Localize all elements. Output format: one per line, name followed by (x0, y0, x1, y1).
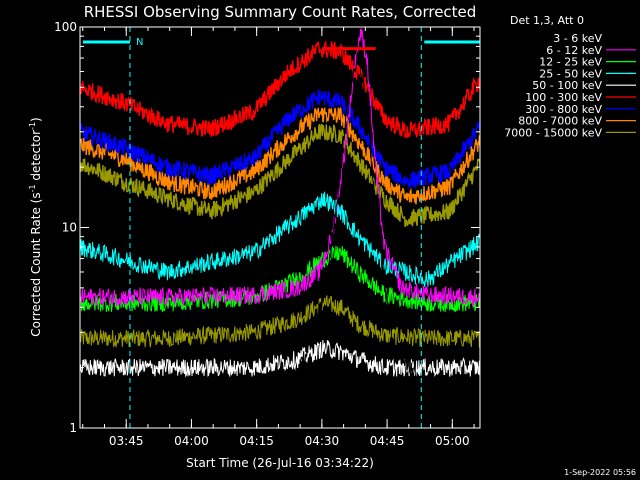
chart-title: RHESSI Observing Summary Count Rates, Co… (84, 3, 477, 21)
series-line-1 (80, 28, 480, 307)
y-axis-label-end: ) (29, 117, 43, 122)
y-axis-label-sup2: -1 (28, 122, 37, 130)
series-line-4 (80, 339, 480, 378)
y-tick-label-2: 1 (69, 421, 77, 435)
legend-label-5: 100 - 300 keV (525, 91, 602, 104)
legend-label-3: 25 - 50 keV (539, 67, 602, 80)
y-tick-label-0: 100 (54, 20, 77, 34)
legend-header: Det 1,3, Att 0 (510, 14, 584, 27)
series-line-5 (80, 40, 480, 140)
legend-label-6: 300 - 800 keV (525, 103, 602, 116)
series-line-3 (80, 191, 480, 287)
legend-label-2: 12 - 25 keV (539, 56, 602, 69)
x-tick-label-1: 04:00 (174, 434, 209, 448)
footer-timestamp: 1-Sep-2022 05:56 (564, 468, 636, 477)
series-line-6 (80, 89, 480, 190)
x-axis: 03:45 04:00 04:15 04:30 04:45 05:00 (82, 27, 475, 448)
y-axis: 100 10 1 (54, 20, 480, 435)
series-line-9 (80, 295, 480, 348)
x-tick-label-4: 04:45 (370, 434, 405, 448)
legend-label-7: 800 - 7000 keV (518, 115, 602, 128)
legend-label-0: 3 - 6 keV (553, 32, 602, 45)
x-axis-label: Start Time (26-Jul-16 03:34:22) (186, 456, 374, 470)
y-tick-label-1: 10 (62, 221, 77, 235)
y-axis-label-sup1: -1 (28, 184, 37, 192)
x-tick-label-3: 04:30 (305, 434, 340, 448)
series-layer (80, 28, 480, 402)
y-axis-label: Corrected Count Rate (s-1 detector-1) (28, 117, 43, 336)
y-axis-label-main: Corrected Count Rate (s (29, 192, 43, 336)
x-tick-label-5: 05:00 (435, 434, 470, 448)
series-line-7 (80, 106, 480, 205)
eclipse-label: N (136, 37, 143, 48)
annotation-layer: N (83, 27, 480, 428)
legend-label-8: 7000 - 15000 keV (504, 126, 602, 139)
x-tick-label-2: 04:15 (239, 434, 274, 448)
y-axis-label-mid: detector (29, 130, 43, 185)
legend-label-1: 6 - 12 keV (546, 44, 602, 57)
series-line-0 (80, 51, 480, 402)
series-line-8 (80, 123, 480, 228)
x-tick-label-0: 03:45 (109, 434, 144, 448)
legend-label-4: 50 - 100 keV (532, 79, 602, 92)
